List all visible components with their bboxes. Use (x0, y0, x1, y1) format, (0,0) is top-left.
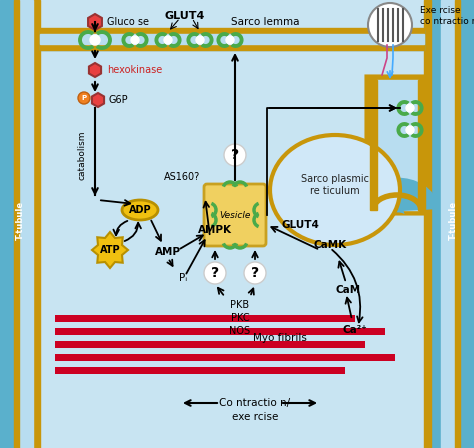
Text: CaM: CaM (336, 285, 361, 295)
Text: Sarco plasmic
re ticulum: Sarco plasmic re ticulum (301, 174, 369, 196)
Circle shape (204, 262, 226, 284)
Bar (40, 34, 424, 44)
Bar (18, 0, 33, 448)
Text: Ca²⁺: Ca²⁺ (343, 325, 367, 335)
Circle shape (406, 126, 414, 134)
Bar (377, 80, 418, 210)
Bar (0, 0, 50, 448)
Bar (55, 367, 345, 374)
Text: ?: ? (231, 148, 239, 162)
Text: hexokinase: hexokinase (107, 65, 162, 75)
Text: Exe rcise
co ntractio n: Exe rcise co ntractio n (420, 6, 474, 26)
Bar (33, 0, 40, 448)
Text: T-tubule: T-tubule (16, 200, 25, 240)
Text: GLUT4: GLUT4 (165, 11, 205, 21)
Text: AMP: AMP (155, 247, 181, 257)
Bar (40, 0, 424, 448)
Bar (441, 0, 456, 448)
Bar (370, 80, 425, 210)
Text: Pᵢ: Pᵢ (179, 273, 187, 283)
Bar (55, 341, 365, 348)
Bar (40, 44, 424, 50)
Circle shape (226, 36, 234, 44)
FancyBboxPatch shape (204, 184, 266, 246)
Text: ?: ? (211, 266, 219, 280)
Text: GLUT4: GLUT4 (281, 220, 319, 230)
Text: Vesicle: Vesicle (219, 211, 251, 220)
Circle shape (224, 144, 246, 166)
Text: T-tubule: T-tubule (448, 200, 457, 240)
Circle shape (131, 36, 139, 44)
Ellipse shape (122, 200, 158, 220)
Text: Co ntractio n/
exe rcise: Co ntractio n/ exe rcise (219, 398, 291, 422)
Text: Myo fibrils: Myo fibrils (253, 333, 307, 343)
Bar (424, 0, 474, 448)
Text: Gluco se: Gluco se (107, 17, 149, 27)
Bar (424, 0, 431, 448)
Circle shape (368, 3, 412, 47)
Polygon shape (92, 232, 128, 268)
Bar (40, 28, 424, 34)
Text: PKC: PKC (231, 313, 249, 323)
Circle shape (196, 36, 204, 44)
Bar (14, 0, 19, 448)
Bar (370, 80, 377, 210)
Text: P: P (82, 95, 87, 101)
Text: ?: ? (251, 266, 259, 280)
Text: PKB: PKB (230, 300, 250, 310)
Text: catabolism: catabolism (78, 130, 86, 180)
Text: G6P: G6P (109, 95, 128, 105)
Polygon shape (89, 63, 101, 77)
Circle shape (90, 35, 100, 45)
Circle shape (244, 262, 266, 284)
Text: AMPK: AMPK (198, 225, 232, 235)
Circle shape (164, 36, 172, 44)
Circle shape (406, 104, 414, 112)
Text: AS160?: AS160? (164, 172, 200, 182)
Bar (55, 328, 385, 335)
Bar (55, 354, 395, 361)
Bar (455, 0, 460, 448)
Text: CaMK: CaMK (313, 240, 346, 250)
Text: NOS: NOS (229, 326, 251, 336)
Polygon shape (88, 14, 102, 30)
Bar (418, 80, 425, 210)
Bar (40, 30, 424, 50)
Text: Sarco lemma: Sarco lemma (231, 17, 299, 27)
Polygon shape (92, 93, 104, 107)
Circle shape (78, 92, 90, 104)
Bar (55, 315, 355, 322)
Text: ADP: ADP (128, 205, 151, 215)
Text: ATP: ATP (100, 245, 120, 255)
Ellipse shape (270, 135, 400, 245)
